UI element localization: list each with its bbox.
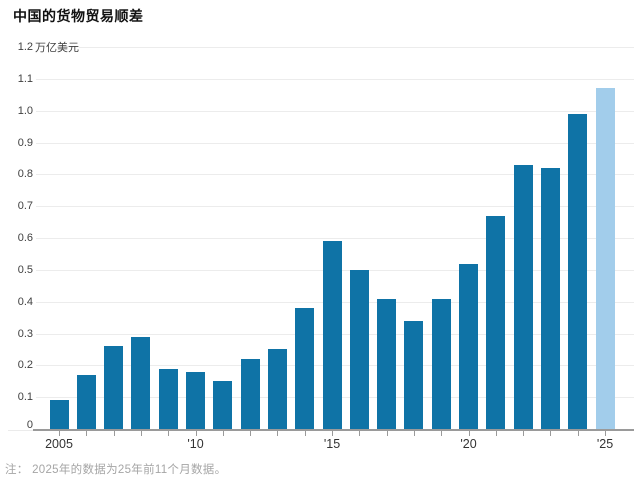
bar-2016 bbox=[349, 269, 369, 429]
bar-2024 bbox=[568, 113, 588, 429]
bar-2022 bbox=[513, 164, 533, 429]
x-tick bbox=[577, 431, 579, 436]
x-tick bbox=[359, 431, 361, 436]
bar-2015 bbox=[322, 241, 342, 429]
x-tick bbox=[304, 431, 306, 436]
bar-2020 bbox=[459, 263, 478, 429]
gridline bbox=[36, 174, 634, 176]
bar-2011 bbox=[213, 381, 233, 429]
x-axis-line bbox=[8, 429, 634, 431]
gridline bbox=[36, 78, 634, 80]
gridline bbox=[36, 238, 634, 239]
bar-2014 bbox=[295, 308, 315, 429]
gridline bbox=[36, 47, 634, 48]
bar-2010 bbox=[186, 371, 205, 429]
y-tick-label: 0 bbox=[0, 418, 33, 431]
bar-2012 bbox=[240, 359, 260, 429]
y-tick-label: 0.1 bbox=[0, 391, 33, 404]
x-tick bbox=[250, 431, 252, 436]
x-tick bbox=[413, 431, 415, 436]
bar-2017 bbox=[377, 298, 397, 429]
x-tick bbox=[277, 431, 279, 436]
y-tick-label: 0.4 bbox=[0, 295, 33, 308]
y-tick-label: 0.7 bbox=[0, 200, 33, 213]
chart-footnote: 注： 2025年的数据为25年前11个月数据。 bbox=[5, 464, 227, 476]
y-tick-label: 0.8 bbox=[0, 168, 33, 181]
bar-2008 bbox=[131, 336, 151, 429]
x-tick bbox=[550, 431, 552, 436]
y-axis-unit-label: 万亿美元 bbox=[33, 39, 79, 55]
y-tick-label: 0.9 bbox=[0, 136, 33, 149]
gridline bbox=[36, 142, 634, 144]
x-tick-label: '20 bbox=[460, 437, 477, 451]
y-tick-label: 0.6 bbox=[0, 232, 33, 244]
y-tick-label: 1.1 bbox=[0, 72, 33, 85]
x-tick bbox=[332, 431, 333, 436]
x-tick bbox=[59, 431, 60, 436]
gridline bbox=[36, 110, 634, 112]
bar-2006 bbox=[76, 374, 96, 429]
y-tick-label: 1.0 bbox=[0, 104, 33, 117]
x-tick-label: 2005 bbox=[45, 437, 73, 451]
y-tick-value: 1.2 bbox=[17, 41, 33, 53]
gridline bbox=[36, 206, 634, 208]
x-tick bbox=[113, 431, 115, 436]
bar-2025 bbox=[595, 88, 615, 429]
x-tick bbox=[523, 431, 525, 436]
y-tick-label: 0.5 bbox=[0, 263, 33, 276]
bar-2005 bbox=[49, 400, 69, 429]
y-tick-label: 1.2 万亿美元 bbox=[0, 39, 79, 55]
x-tick bbox=[222, 431, 224, 436]
bar-2023 bbox=[540, 168, 560, 429]
x-tick bbox=[195, 431, 197, 436]
y-tick-label: 0.2 bbox=[0, 359, 33, 372]
x-tick bbox=[441, 431, 443, 436]
x-tick bbox=[495, 431, 497, 436]
x-tick bbox=[605, 431, 606, 436]
x-tick-label: '25 bbox=[596, 437, 614, 451]
y-tick-label: 0.3 bbox=[0, 327, 33, 340]
x-tick-label: '15 bbox=[323, 437, 341, 451]
bar-2009 bbox=[158, 368, 178, 429]
x-tick bbox=[86, 431, 88, 436]
bar-2018 bbox=[404, 320, 424, 429]
bar-2007 bbox=[104, 346, 124, 429]
x-tick bbox=[386, 431, 388, 436]
x-tick bbox=[168, 431, 170, 436]
bar-2019 bbox=[431, 298, 451, 429]
x-tick-label: '10 bbox=[187, 437, 204, 451]
bar-2021 bbox=[486, 215, 506, 429]
x-tick bbox=[468, 431, 470, 436]
chart-title: 中国的货物贸易顺差 bbox=[13, 8, 144, 24]
bar-2013 bbox=[267, 349, 287, 429]
x-tick bbox=[140, 431, 142, 436]
